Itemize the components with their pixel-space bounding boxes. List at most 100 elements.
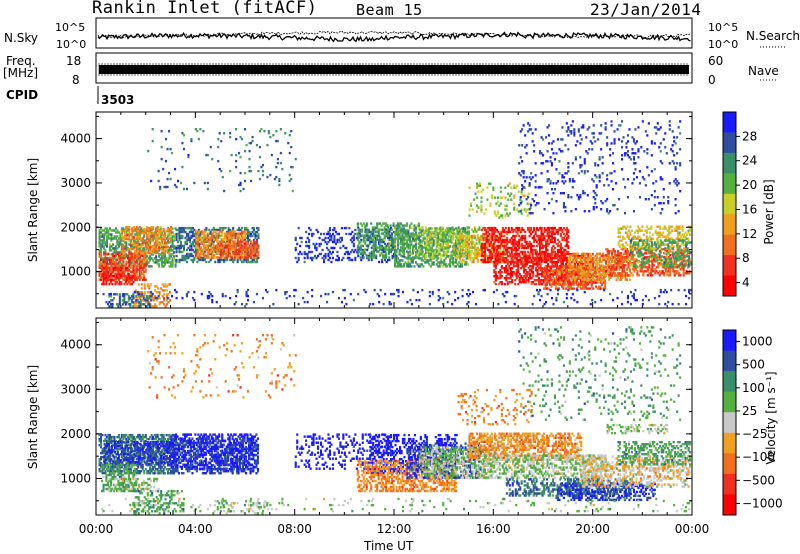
data-cell (132, 301, 135, 304)
data-cell (317, 230, 320, 234)
data-cell (122, 260, 125, 263)
data-cell (196, 238, 199, 241)
data-cell (359, 256, 362, 259)
data-cell (153, 231, 156, 234)
data-cell (223, 238, 226, 241)
data-cell (134, 256, 137, 259)
data-cell (567, 228, 570, 232)
data-cell (170, 255, 173, 258)
data-cell (252, 242, 255, 246)
data-cell (210, 248, 213, 251)
data-cell (135, 253, 138, 256)
data-cell (103, 241, 106, 244)
data-cell (114, 227, 117, 230)
data-cell (219, 230, 222, 233)
data-cell (235, 254, 238, 257)
data-cell (134, 274, 137, 277)
data-cell (158, 237, 161, 240)
data-cell (168, 261, 171, 264)
data-cell (132, 245, 135, 248)
data-cell (201, 250, 204, 253)
data-cell (214, 260, 217, 264)
data-cell (155, 235, 158, 239)
data-cell (143, 241, 146, 244)
data-cell (107, 264, 110, 267)
data-cell (128, 228, 131, 231)
data-cell (217, 240, 220, 243)
data-cell (100, 227, 103, 230)
data-cell (173, 239, 176, 242)
data-cell (113, 260, 116, 263)
data-cell (137, 239, 140, 242)
data-cell (162, 257, 165, 260)
data-cell (179, 258, 182, 262)
data-cell (178, 248, 181, 252)
data-cell (158, 232, 161, 235)
data-cell (432, 261, 435, 264)
data-cell (165, 249, 168, 253)
data-cell (104, 265, 107, 268)
data-cell (223, 232, 226, 235)
data-cell (128, 247, 131, 251)
data-cell (120, 263, 123, 266)
data-cell (168, 241, 171, 244)
data-cell (107, 229, 110, 232)
data-cell (153, 247, 156, 251)
data-cell (110, 263, 113, 266)
data-cell (233, 258, 236, 262)
data-cell (315, 246, 318, 250)
data-cell (245, 258, 248, 262)
data-cell (158, 241, 161, 244)
data-cell (330, 260, 333, 264)
data-cell (155, 237, 158, 241)
data-cell (123, 232, 126, 235)
data-cell (181, 228, 184, 232)
freq-unit: [MHz] (3, 66, 39, 80)
data-cell (113, 251, 116, 254)
data-cell (238, 244, 241, 248)
data-cell (169, 283, 172, 286)
data-cell (211, 252, 214, 255)
data-cell (137, 230, 140, 233)
data-cell (129, 251, 132, 254)
data-cell (181, 244, 184, 248)
data-cell (120, 264, 123, 267)
data-cell (241, 226, 244, 230)
data-cell (547, 263, 550, 266)
data-cell (116, 258, 119, 261)
data-cell (228, 234, 231, 237)
data-cell (134, 243, 137, 247)
data-cell (229, 252, 232, 256)
data-cell (135, 228, 138, 231)
data-cell (120, 227, 123, 230)
data-cell (158, 291, 161, 294)
data-cell (132, 226, 135, 229)
data-cell (175, 234, 178, 238)
data-cell (207, 244, 210, 247)
data-cell (147, 231, 150, 234)
data-cell (117, 243, 120, 246)
data-cell (208, 250, 211, 253)
data-cell (251, 260, 254, 264)
data-cell (114, 269, 117, 272)
data-cell (124, 269, 127, 272)
data-cell (220, 234, 223, 237)
data-cell (164, 249, 167, 252)
data-cell (119, 251, 122, 254)
data-cell (131, 241, 134, 245)
data-cell (195, 238, 198, 241)
data-cell (128, 243, 131, 246)
data-cell (204, 236, 207, 239)
data-cell (128, 260, 131, 263)
data-cell (221, 226, 224, 230)
data-cell (168, 253, 171, 256)
data-cell (532, 271, 535, 274)
data-cell (101, 257, 104, 260)
data-cell (184, 258, 187, 262)
data-cell (152, 239, 155, 242)
data-cell (158, 259, 161, 262)
data-cell (108, 247, 111, 250)
data-cell (252, 232, 255, 236)
data-cell (165, 247, 168, 251)
data-cell (193, 238, 196, 242)
